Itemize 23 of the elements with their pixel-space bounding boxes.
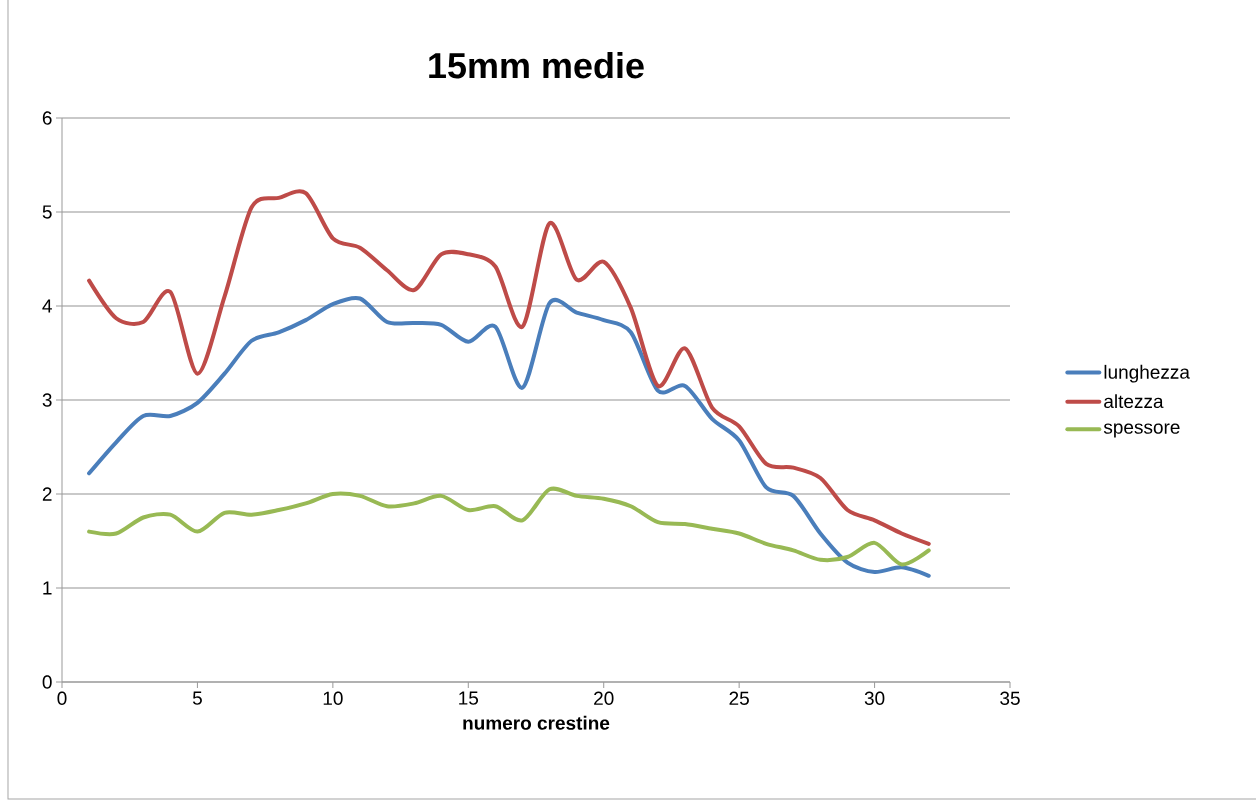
x-tick-label: 10 (323, 691, 343, 705)
x-tick-label: 15 (459, 691, 479, 705)
y-tick-label: 2 (42, 487, 52, 501)
x-tick-label: 0 (57, 691, 67, 705)
y-tick-label: 6 (42, 111, 52, 125)
line-series (87, 190, 931, 546)
legend-label: altezza (1104, 394, 1164, 409)
x-tick-label: 35 (1000, 691, 1020, 705)
line-series (87, 295, 931, 578)
y-tick-label: 3 (42, 393, 52, 407)
line-series (87, 486, 931, 567)
x-tick-label: 20 (594, 691, 614, 705)
legend-label: lunghezza (1104, 364, 1190, 383)
x-axis-title: numero crestine (463, 715, 610, 730)
x-tick-label: 30 (864, 691, 885, 705)
y-tick-label: 4 (42, 299, 52, 313)
x-tick-label: 25 (729, 691, 749, 705)
y-tick-label: 0 (42, 675, 52, 689)
y-tick-label: 5 (42, 205, 52, 219)
legend-label: spessore (1103, 423, 1180, 438)
y-tick-label: 1 (43, 581, 52, 595)
chart-title: 15mm medie (429, 52, 644, 79)
x-tick-label: 5 (192, 691, 202, 705)
